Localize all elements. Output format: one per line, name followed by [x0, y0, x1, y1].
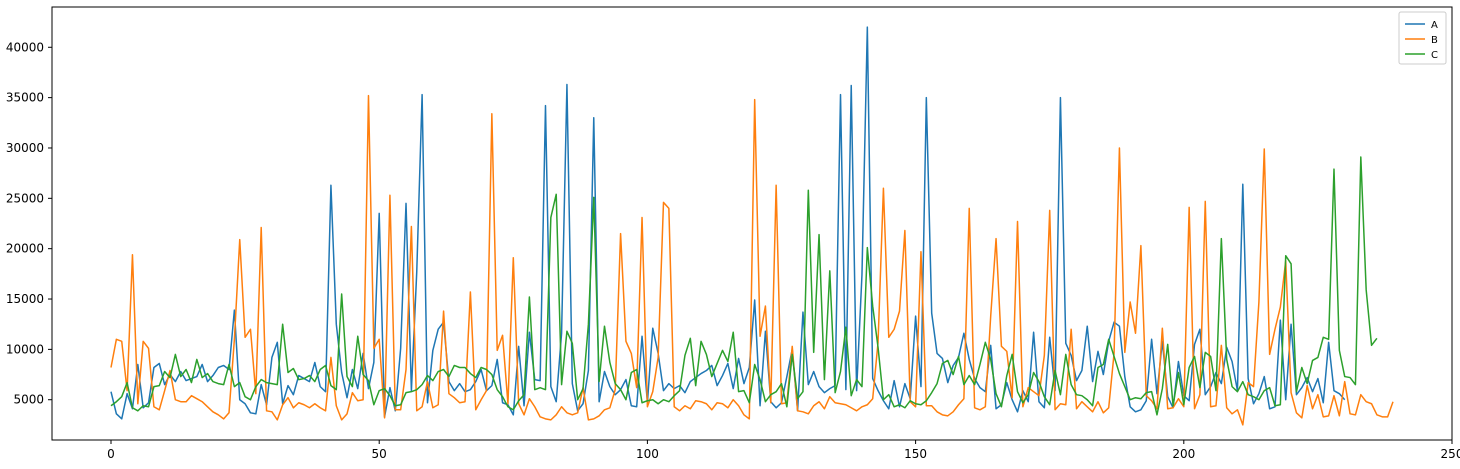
- x-axis: 0 50 100 150 200 250: [107, 440, 1460, 461]
- legend-label-B: B: [1431, 35, 1438, 46]
- legend-label-A: A: [1431, 20, 1438, 31]
- y-tick-label: 35000: [6, 91, 44, 105]
- y-tick-label: 10000: [6, 342, 44, 356]
- series-lines: [110, 26, 1394, 426]
- x-tick-label: 200: [1172, 447, 1195, 461]
- x-tick-label: 100: [636, 447, 659, 461]
- y-tick-label: 20000: [6, 242, 44, 256]
- legend-box: [1398, 11, 1447, 65]
- series-line-A: [110, 26, 1346, 420]
- x-tick-label: 50: [372, 447, 387, 461]
- y-axis: 5000 10000 15000 20000 25000 30000 35000 40000: [6, 40, 52, 407]
- y-tick-label: 25000: [6, 191, 44, 205]
- y-tick-label: 15000: [6, 292, 44, 306]
- x-tick-label: 250: [1441, 447, 1460, 461]
- legend: ABC: [1398, 11, 1447, 65]
- y-tick-label: 30000: [6, 141, 44, 155]
- series-line-B: [110, 94, 1394, 426]
- x-tick-label: 150: [904, 447, 927, 461]
- y-tick-label: 40000: [6, 40, 44, 54]
- legend-label-C: C: [1431, 50, 1438, 61]
- y-tick-label: 5000: [13, 393, 44, 407]
- series-line-C: [110, 156, 1378, 416]
- x-tick-label: 0: [107, 447, 115, 461]
- axes-frame: [51, 6, 1453, 441]
